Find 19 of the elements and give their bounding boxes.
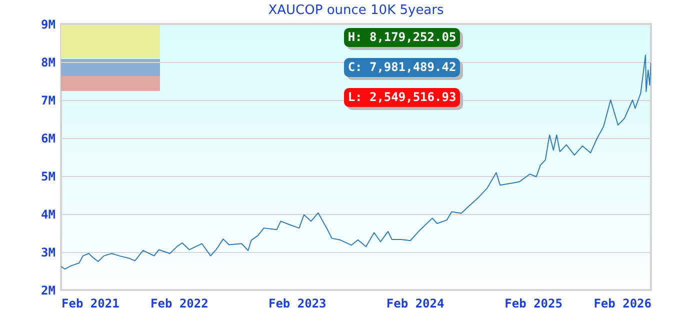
x-tick-label: Feb 2022	[150, 296, 208, 310]
x-tick-label: Feb 2023	[268, 296, 326, 310]
x-tick-label: Feb 2024	[386, 296, 444, 310]
y-tick-label: 6M	[41, 132, 56, 146]
annotation: C: 7,981,489.42	[344, 58, 460, 77]
y-tick-label: 9M	[41, 18, 56, 32]
y-tick-label: 5M	[41, 170, 56, 184]
y-tick-label: 2M	[41, 284, 56, 298]
x-tick-label: Feb 2021	[62, 296, 120, 310]
y-tick-label: 7M	[41, 94, 56, 108]
y-tick-label: 8M	[41, 56, 56, 70]
y-tick-label: 4M	[41, 208, 56, 222]
x-tick-label: Feb 2025	[504, 296, 562, 310]
annotation: H: 8,179,252.05	[344, 28, 460, 47]
annotation: L: 2,549,516.93	[344, 88, 460, 107]
x-tick-label: Feb 2026	[594, 296, 652, 310]
y-tick-label: 3M	[41, 246, 56, 260]
chart-title: XAUCOP ounce 10K 5years	[267, 3, 445, 18]
line-series	[61, 54, 651, 270]
